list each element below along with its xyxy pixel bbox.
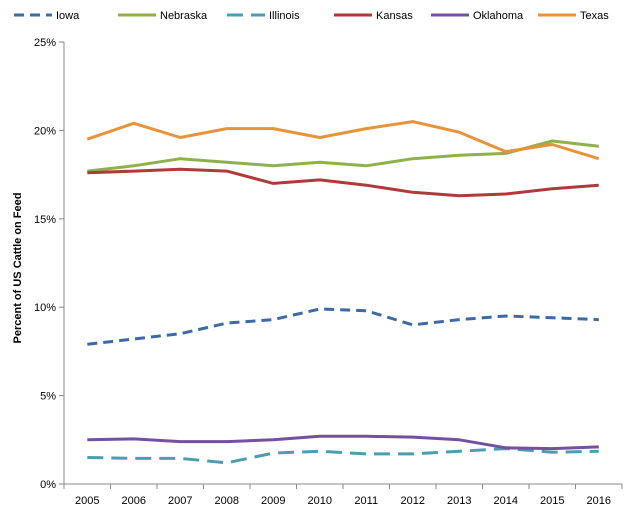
legend-label-illinois: Illinois (269, 10, 300, 22)
legend-label-texas: Texas (580, 10, 609, 22)
x-tick-label: 2012 (401, 495, 425, 507)
y-axis-label: Percent of US Cattle on Feed (12, 193, 24, 344)
legend-label-iowa: Iowa (56, 10, 80, 22)
x-tick-label: 2010 (308, 495, 332, 507)
series-line-illinois (87, 447, 599, 465)
y-tick-label: 5% (40, 391, 56, 403)
x-tick-label: 2009 (261, 495, 285, 507)
y-tick-label: 15% (34, 214, 56, 226)
y-tick-label: 20% (34, 125, 56, 137)
x-tick-label: 2006 (122, 495, 146, 507)
tick-labels: 0% 5% 10% 15% 20% 25% 2005 2006 2007 2008 2009 2010… (34, 37, 611, 507)
series-line-iowa (87, 307, 599, 346)
y-tick-label: 10% (34, 302, 56, 314)
series-line-oklahoma (87, 434, 599, 451)
series-line-texas (86, 120, 600, 161)
x-tick-label: 2013 (447, 495, 471, 507)
legend-label-nebraska: Nebraska (160, 10, 208, 22)
x-tick-label: 2015 (540, 495, 564, 507)
axes (59, 41, 623, 489)
x-tick-label: 2014 (494, 495, 518, 507)
x-tick-label: 2016 (587, 495, 611, 507)
legend-label-kansas: Kansas (376, 10, 413, 22)
series-lines (86, 120, 600, 465)
series-line-nebraska (87, 139, 599, 173)
x-tick-label: 2008 (215, 495, 239, 507)
y-tick-label: 25% (34, 37, 56, 49)
x-tick-label: 2011 (354, 495, 378, 507)
legend-label-oklahoma: Oklahoma (473, 10, 524, 22)
x-tick-label: 2005 (75, 495, 99, 507)
y-tick-label: 0% (40, 479, 56, 491)
series-line-kansas (87, 167, 599, 198)
x-tick-label: 2007 (168, 495, 192, 507)
legend: Iowa Nebraska Illinois Kansas Oklahoma Texas (14, 10, 609, 22)
